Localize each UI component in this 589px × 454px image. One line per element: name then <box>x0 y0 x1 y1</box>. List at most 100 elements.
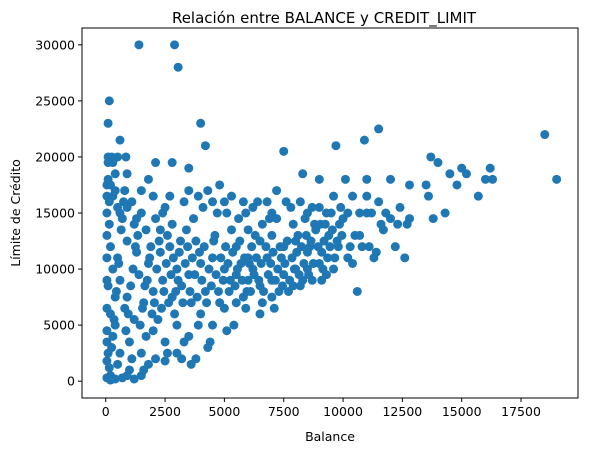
data-point <box>102 337 112 347</box>
data-point <box>234 214 244 224</box>
x-tick-label: 17500 <box>501 404 541 419</box>
data-point <box>138 303 148 313</box>
data-point <box>197 275 207 285</box>
data-point <box>269 303 279 313</box>
data-point <box>461 169 471 179</box>
data-point <box>193 191 203 201</box>
data-point <box>281 197 291 207</box>
data-point <box>204 264 214 274</box>
data-point <box>103 118 113 128</box>
data-point <box>393 219 403 229</box>
x-tick-label: 12500 <box>382 404 422 419</box>
data-point <box>330 253 340 263</box>
data-point <box>278 281 288 291</box>
data-point <box>228 247 238 257</box>
data-point <box>159 286 169 296</box>
data-point <box>426 152 436 162</box>
y-tick-label: 0 <box>67 374 75 389</box>
data-point <box>151 214 161 224</box>
data-point <box>238 197 248 207</box>
data-point <box>128 264 138 274</box>
data-point <box>174 247 184 257</box>
data-point <box>340 174 350 184</box>
data-point <box>102 208 112 218</box>
data-point <box>246 286 255 296</box>
data-point <box>127 197 137 207</box>
data-point <box>273 264 283 274</box>
data-point <box>299 258 309 268</box>
data-point <box>222 326 232 336</box>
data-point <box>374 124 384 134</box>
chart-title: Relación entre BALANCE y CREDIT_LIMIT <box>172 9 477 28</box>
data-point <box>192 292 202 302</box>
data-point <box>395 202 405 212</box>
data-point <box>110 169 120 179</box>
data-point <box>175 236 185 246</box>
data-point <box>232 264 242 274</box>
data-point <box>123 309 133 319</box>
data-point <box>102 275 112 285</box>
data-point <box>288 219 298 229</box>
data-point <box>227 225 237 235</box>
data-point <box>129 315 139 325</box>
data-point <box>423 191 433 201</box>
data-point <box>374 197 384 207</box>
data-points <box>102 40 562 385</box>
data-point <box>357 242 367 252</box>
data-point <box>272 214 282 224</box>
data-point <box>248 202 258 212</box>
data-point <box>165 242 175 252</box>
data-point <box>386 174 396 184</box>
data-point <box>348 191 358 201</box>
data-point <box>181 225 191 235</box>
data-point <box>117 214 127 224</box>
data-point <box>162 348 172 358</box>
data-point <box>552 174 562 184</box>
data-point <box>369 253 379 263</box>
x-tick-label: 7500 <box>268 404 300 419</box>
data-point <box>198 202 208 212</box>
data-point <box>206 281 216 291</box>
data-point <box>108 264 118 274</box>
data-point <box>155 225 165 235</box>
data-point <box>184 163 194 173</box>
data-point <box>280 258 290 268</box>
data-point <box>124 337 134 347</box>
data-point <box>186 298 196 308</box>
data-point <box>196 258 206 268</box>
data-point <box>241 303 251 313</box>
data-point <box>362 174 372 184</box>
data-point <box>320 219 330 229</box>
data-point <box>308 258 318 268</box>
data-point <box>139 365 149 375</box>
data-point <box>213 286 223 296</box>
data-point <box>109 315 119 325</box>
data-point <box>345 242 355 252</box>
data-point <box>115 348 125 358</box>
data-point <box>143 174 153 184</box>
data-point <box>141 225 151 235</box>
data-point <box>227 191 237 201</box>
data-point <box>267 230 277 240</box>
data-point <box>306 236 316 246</box>
y-tick-label: 20000 <box>35 149 75 164</box>
data-point <box>294 270 304 280</box>
data-point <box>390 242 400 252</box>
data-point <box>355 208 365 218</box>
data-point <box>170 309 180 319</box>
data-point <box>279 270 289 280</box>
data-point <box>127 354 137 364</box>
data-point <box>145 253 155 263</box>
data-point <box>243 225 253 235</box>
data-point <box>102 230 112 240</box>
data-point <box>164 298 174 308</box>
data-point <box>178 298 188 308</box>
data-point <box>108 331 118 341</box>
data-point <box>421 180 431 190</box>
data-point <box>223 258 233 268</box>
data-point <box>400 253 410 263</box>
data-point <box>102 303 112 313</box>
data-point <box>149 298 159 308</box>
y-tick-label: 30000 <box>35 37 75 52</box>
